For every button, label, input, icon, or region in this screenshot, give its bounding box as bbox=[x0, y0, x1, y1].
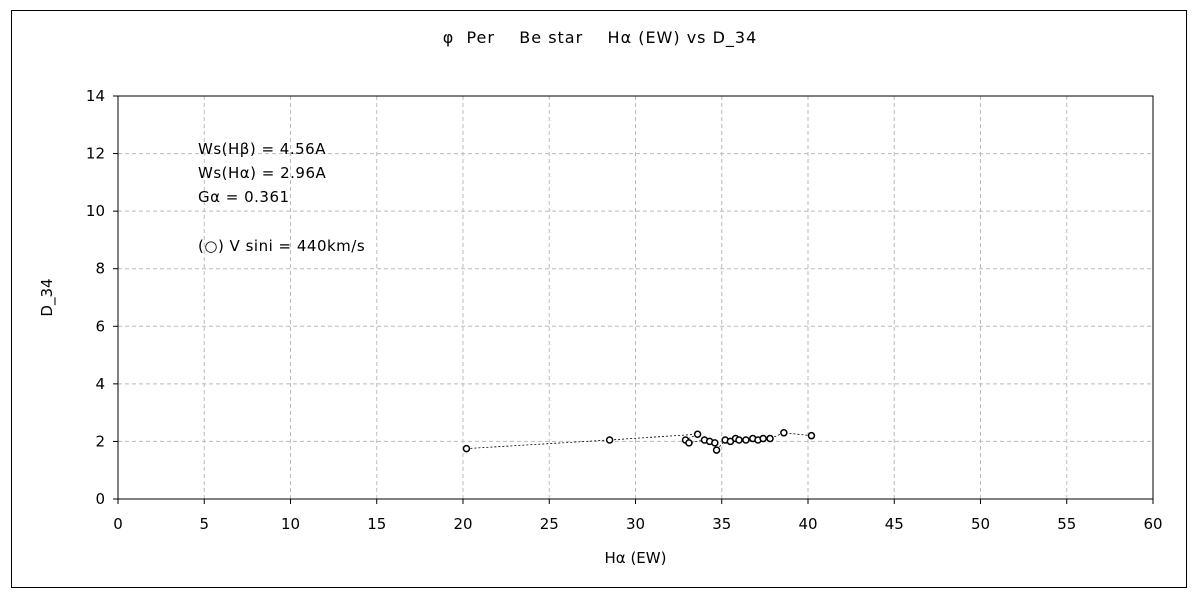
data-point bbox=[742, 436, 750, 444]
annotations: Ws(Hβ) = 4.56A Ws(Hα) = 2.96A Gα = 0.361 (○… bbox=[198, 140, 365, 255]
x-tick-label: 5 bbox=[199, 515, 209, 533]
data-series bbox=[462, 429, 816, 454]
data-point bbox=[462, 444, 471, 453]
y-tick-label: 8 bbox=[95, 260, 105, 278]
data-point bbox=[605, 436, 614, 444]
grid-lines bbox=[118, 96, 1153, 499]
x-tick-label: 60 bbox=[1143, 515, 1162, 533]
annotation-text: Ws(Hβ) = 4.56A bbox=[198, 140, 326, 158]
annotation-text: Gα = 0.361 bbox=[198, 188, 290, 206]
data-point bbox=[685, 439, 693, 447]
x-tick-label: 55 bbox=[1057, 515, 1076, 533]
y-tick-label: 10 bbox=[86, 202, 105, 220]
x-tick-label: 40 bbox=[798, 515, 817, 533]
x-tick-label: 45 bbox=[885, 515, 904, 533]
data-point bbox=[712, 446, 721, 454]
y-tick-label: 14 bbox=[86, 87, 105, 105]
x-tick-label: 50 bbox=[971, 515, 990, 533]
data-point bbox=[780, 429, 788, 437]
y-tick-label: 6 bbox=[95, 317, 105, 335]
y-tick-label: 0 bbox=[95, 490, 105, 508]
tick-labels: 0 5 10 15 20 25 30 35 40 45 50 55 60 0 2 4 6 8 10 12 14 bbox=[86, 87, 1163, 533]
y-axis-label: D_34 bbox=[38, 278, 57, 316]
chart-frame bbox=[11, 10, 1187, 588]
chart-title: φ Per Be star Hα (EW) vs D_34 bbox=[442, 28, 758, 47]
x-tick-label: 35 bbox=[712, 515, 731, 533]
annotation-text: Ws(Hα) = 2.96A bbox=[198, 164, 327, 182]
x-tick-label: 10 bbox=[281, 515, 300, 533]
x-axis-label: Hα (EW) bbox=[605, 549, 667, 567]
axis-ticks bbox=[113, 95, 1154, 504]
y-tick-label: 12 bbox=[86, 145, 105, 163]
y-tick-label: 4 bbox=[95, 375, 105, 393]
x-tick-label: 15 bbox=[367, 515, 386, 533]
data-point bbox=[766, 434, 774, 443]
data-point bbox=[759, 434, 767, 443]
x-tick-label: 20 bbox=[453, 515, 472, 533]
x-tick-label: 25 bbox=[540, 515, 559, 533]
data-point bbox=[735, 436, 743, 444]
data-point bbox=[693, 430, 702, 438]
x-tick-label: 30 bbox=[626, 515, 645, 533]
data-point bbox=[711, 439, 719, 447]
x-tick-label: 0 bbox=[113, 515, 123, 533]
annotation-text: (○) V sini = 440km/s bbox=[198, 237, 365, 255]
data-point bbox=[807, 431, 816, 440]
y-tick-label: 2 bbox=[95, 432, 105, 450]
